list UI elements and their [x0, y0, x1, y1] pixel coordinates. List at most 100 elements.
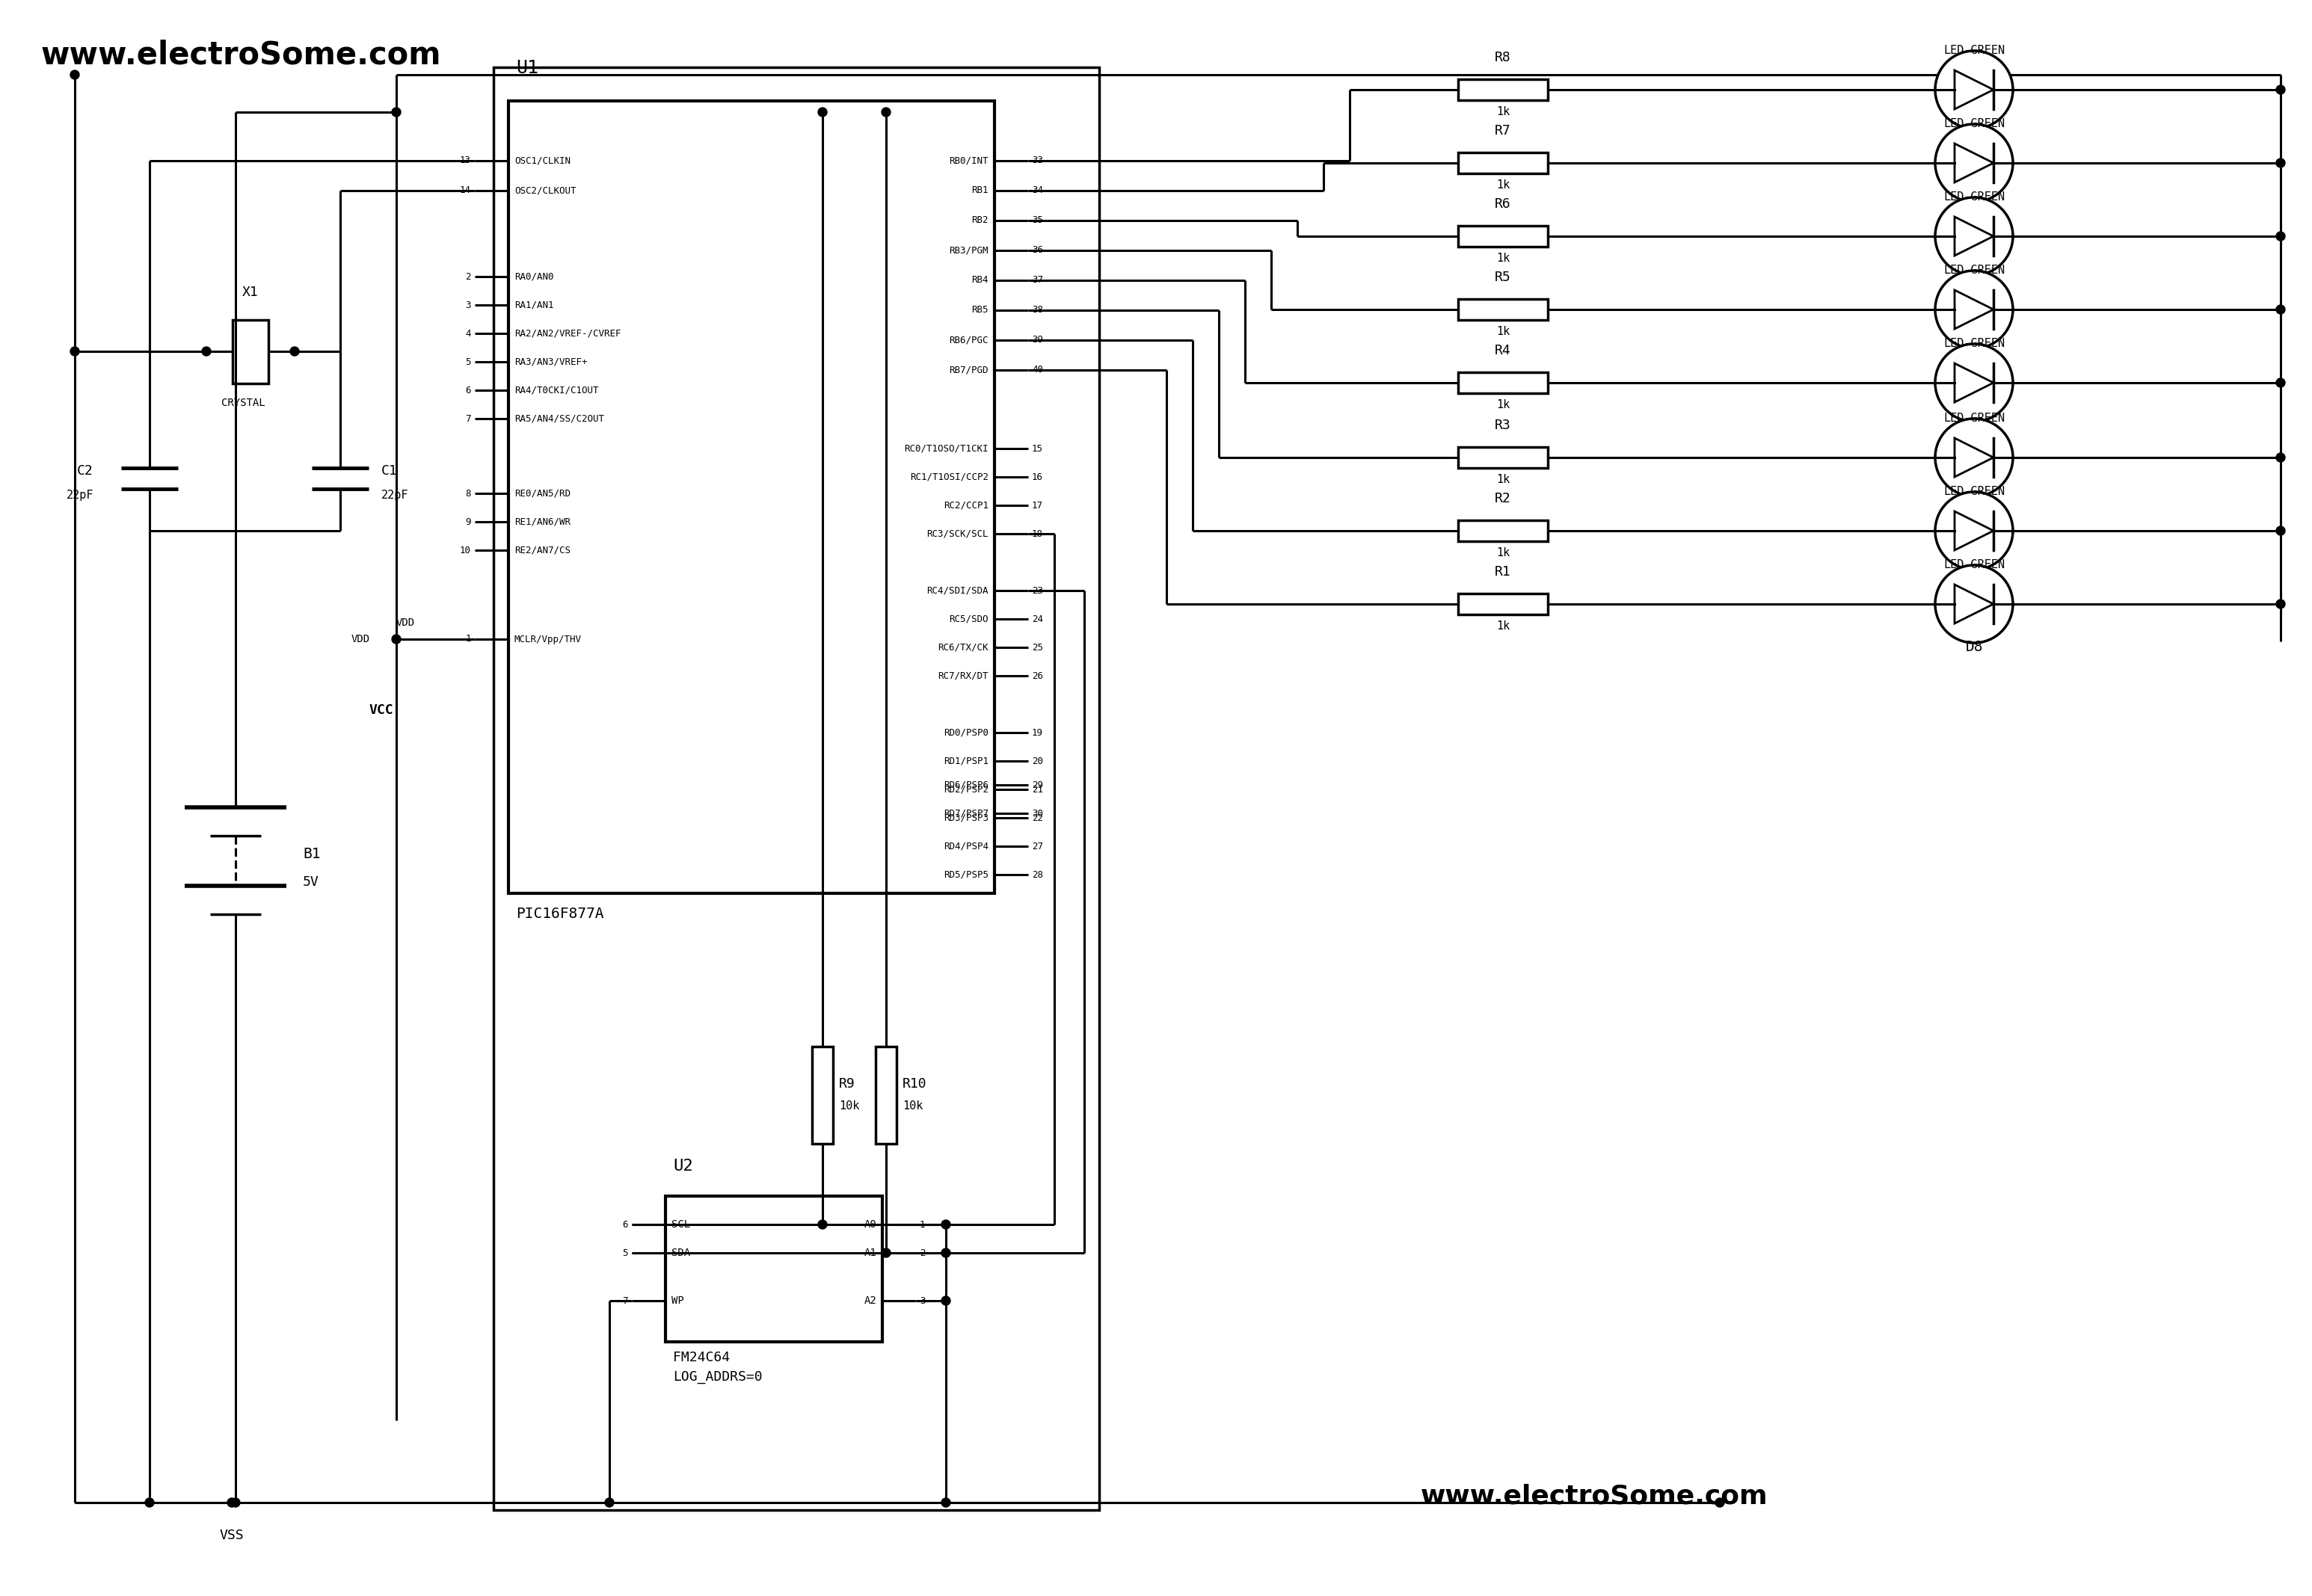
Text: 2: 2 [465, 271, 472, 281]
Circle shape [941, 1219, 950, 1229]
Text: 4: 4 [465, 329, 472, 338]
Text: R1: R1 [1496, 565, 1512, 579]
Text: LED-GREEN: LED-GREEN [1944, 413, 2005, 425]
Text: 13: 13 [460, 156, 472, 166]
Polygon shape [1954, 364, 1993, 402]
Circle shape [1935, 271, 2014, 348]
Circle shape [2275, 158, 2284, 168]
Bar [1459, 80, 1547, 101]
Text: 27: 27 [1031, 841, 1043, 851]
Circle shape [289, 346, 298, 356]
Circle shape [69, 346, 79, 356]
Circle shape [2275, 305, 2284, 314]
Text: RD3/PSP3: RD3/PSP3 [943, 812, 990, 822]
Text: RB7/PGD: RB7/PGD [950, 365, 990, 375]
Polygon shape [1954, 217, 1993, 255]
Text: D3: D3 [1965, 271, 1984, 286]
Text: 40: 40 [1031, 365, 1043, 375]
Text: 37: 37 [1031, 276, 1043, 286]
Text: LED-GREEN: LED-GREEN [1944, 192, 2005, 203]
Text: PIC16F877A: PIC16F877A [516, 907, 603, 921]
Text: RD6/PSP6: RD6/PSP6 [943, 780, 990, 790]
Circle shape [1716, 1499, 1725, 1507]
Text: R10: R10 [902, 1077, 927, 1090]
Circle shape [941, 1499, 950, 1507]
Text: 6: 6 [622, 1219, 629, 1229]
Text: RE1/AN6/WR: RE1/AN6/WR [516, 517, 571, 527]
Text: D1: D1 [1965, 126, 1984, 140]
Text: RB2: RB2 [971, 215, 990, 225]
Text: D6: D6 [1965, 493, 1984, 508]
Text: RC2/CCP1: RC2/CCP1 [943, 501, 990, 511]
Circle shape [941, 1248, 950, 1258]
Circle shape [941, 1296, 950, 1306]
Circle shape [391, 635, 400, 643]
Text: www.electroSome.com: www.electroSome.com [42, 38, 442, 70]
Circle shape [391, 107, 400, 117]
Text: LED-GREEN: LED-GREEN [1944, 45, 2005, 56]
Text: RC6/TX/CK: RC6/TX/CK [939, 643, 990, 653]
Text: RD7/PSP7: RD7/PSP7 [943, 809, 990, 819]
Text: 3: 3 [920, 1296, 925, 1306]
Text: 33: 33 [1031, 156, 1043, 166]
Text: VCC: VCC [370, 704, 393, 717]
Text: RA4/T0CKI/C1OUT: RA4/T0CKI/C1OUT [516, 385, 599, 396]
Text: U1: U1 [516, 59, 539, 77]
Text: LED-GREEN: LED-GREEN [1944, 338, 2005, 350]
Text: RB6/PGC: RB6/PGC [950, 335, 990, 345]
Text: D2: D2 [1965, 200, 1984, 212]
Text: CRYSTAL: CRYSTAL [222, 397, 266, 409]
Text: 5V: 5V [303, 875, 319, 889]
Text: 1k: 1k [1496, 179, 1510, 190]
Text: 1: 1 [465, 634, 472, 645]
Text: 5: 5 [622, 1248, 629, 1258]
Text: RA0/AN0: RA0/AN0 [516, 271, 553, 281]
Circle shape [1935, 418, 2014, 496]
Text: www.electroSome.com: www.electroSome.com [1420, 1484, 1769, 1510]
Text: VSS: VSS [220, 1529, 245, 1542]
Text: 26: 26 [1031, 670, 1043, 680]
Text: 7: 7 [622, 1296, 629, 1306]
Text: OSC2/CLKOUT: OSC2/CLKOUT [516, 185, 576, 195]
Text: 7: 7 [465, 413, 472, 423]
Bar [1459, 447, 1547, 468]
Text: VDD: VDD [351, 634, 370, 645]
Text: RD0/PSP0: RD0/PSP0 [943, 728, 990, 737]
Bar [1459, 153, 1547, 174]
Text: RB3/PGM: RB3/PGM [950, 246, 990, 255]
Text: 1k: 1k [1496, 252, 1510, 263]
Text: LED-GREEN: LED-GREEN [1944, 118, 2005, 129]
Text: R5: R5 [1496, 271, 1512, 284]
Text: D7: D7 [1965, 567, 1984, 581]
Text: R4: R4 [1496, 343, 1512, 358]
Text: 22pF: 22pF [67, 490, 92, 501]
Bar [876, 1047, 897, 1144]
Text: 9: 9 [465, 517, 472, 527]
Text: 21: 21 [1031, 785, 1043, 795]
Text: 1k: 1k [1496, 474, 1510, 485]
Text: C1: C1 [381, 464, 398, 477]
Text: 17: 17 [1031, 501, 1043, 511]
Text: 15: 15 [1031, 444, 1043, 453]
Text: LED-GREEN: LED-GREEN [1944, 265, 2005, 276]
Text: SDA: SDA [670, 1248, 691, 1258]
Text: RD5/PSP5: RD5/PSP5 [943, 870, 990, 879]
Text: WP: WP [670, 1296, 684, 1306]
Text: RC0/T1OSO/T1CKI: RC0/T1OSO/T1CKI [904, 444, 990, 453]
Text: U2: U2 [673, 1159, 694, 1173]
Text: 22pF: 22pF [381, 490, 409, 501]
Text: RD4/PSP4: RD4/PSP4 [943, 841, 990, 851]
Text: 1: 1 [920, 1219, 925, 1229]
Text: C2: C2 [76, 464, 92, 477]
Text: RA3/AN3/VREF+: RA3/AN3/VREF+ [516, 358, 587, 367]
Text: 1k: 1k [1496, 107, 1510, 118]
Text: RB1: RB1 [971, 185, 990, 195]
Bar [1459, 520, 1547, 541]
Text: 22: 22 [1031, 812, 1043, 822]
Text: OSC1/CLKIN: OSC1/CLKIN [516, 156, 571, 166]
Polygon shape [1954, 70, 1993, 109]
Text: RE2/AN7/CS: RE2/AN7/CS [516, 546, 571, 555]
Circle shape [1935, 124, 2014, 201]
Circle shape [2275, 600, 2284, 608]
Text: RB0/INT: RB0/INT [950, 156, 990, 166]
